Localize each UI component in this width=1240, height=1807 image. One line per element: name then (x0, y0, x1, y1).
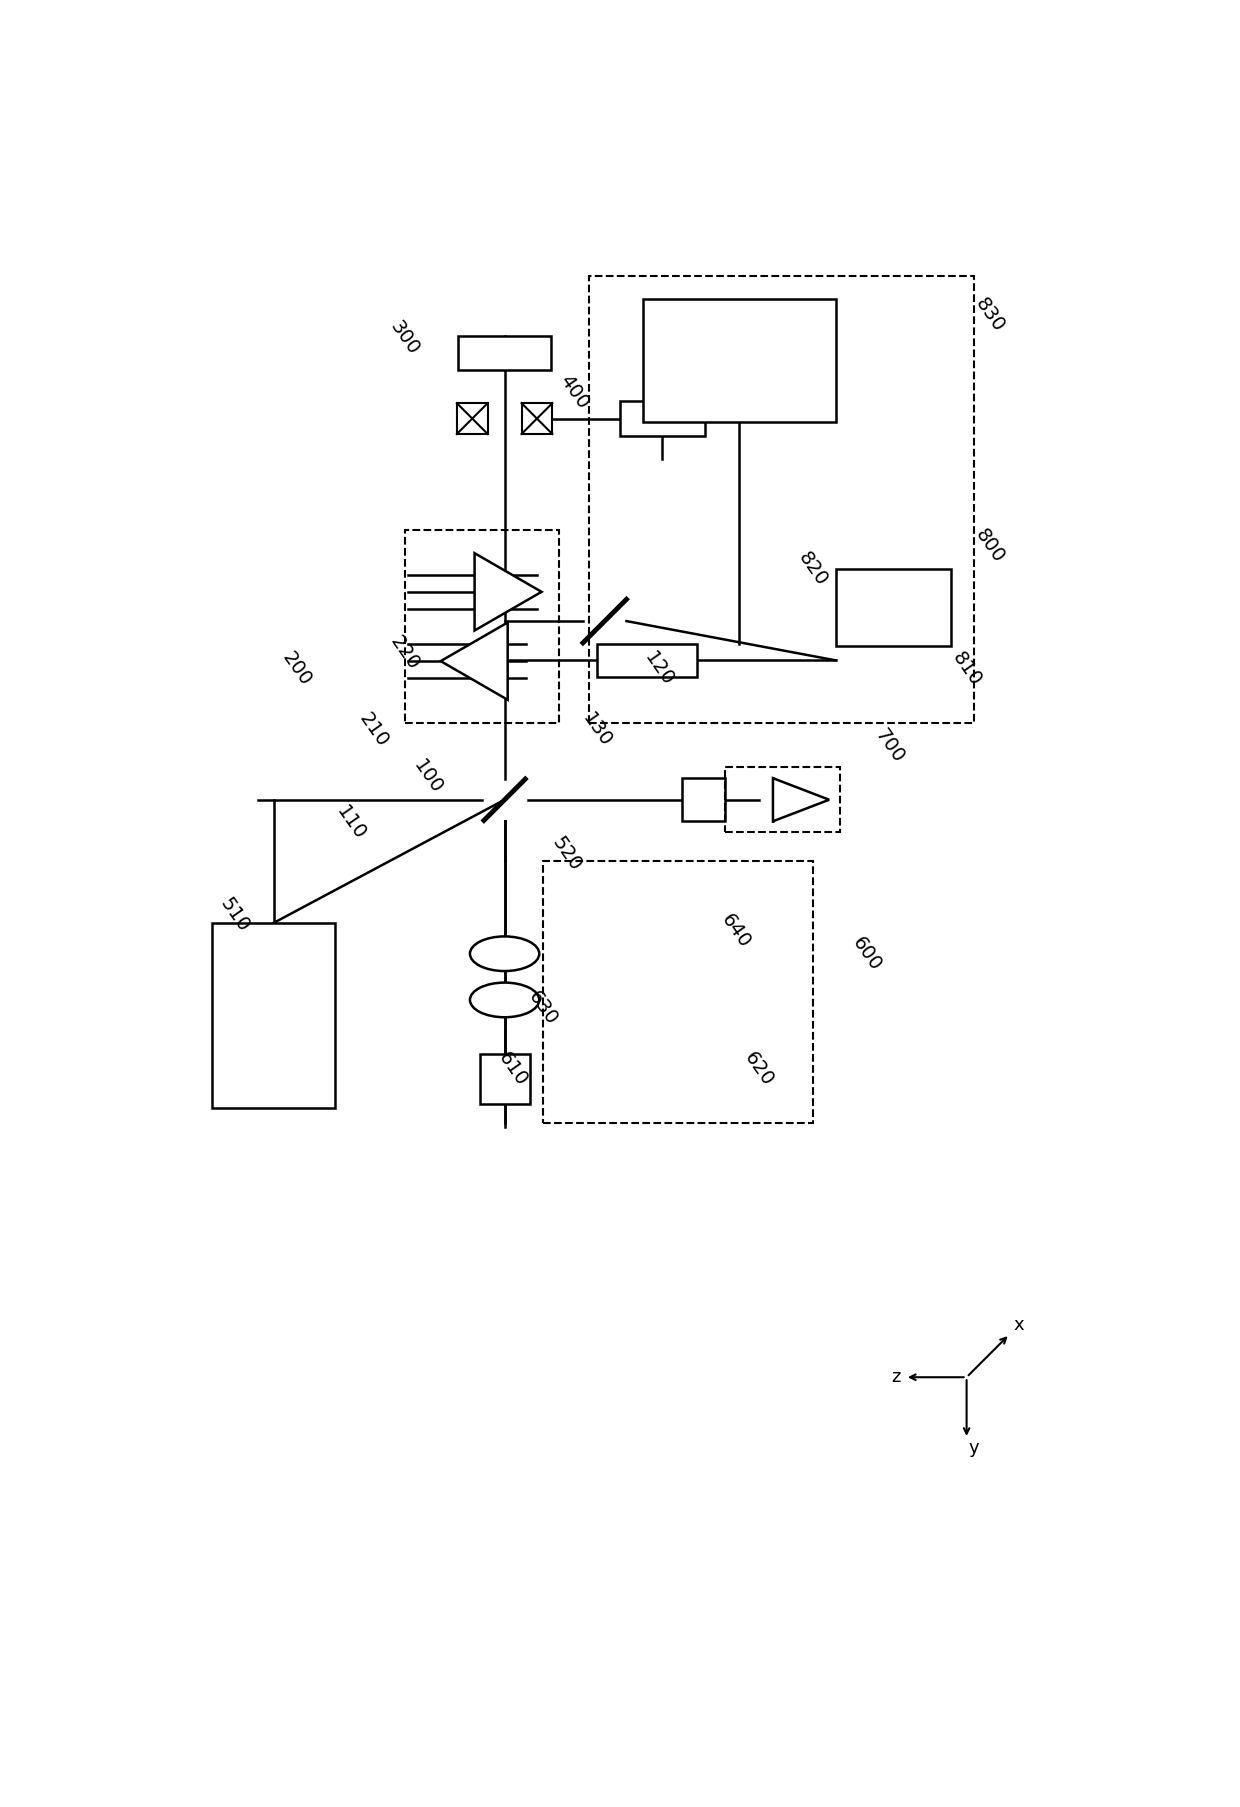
Text: 400: 400 (556, 370, 593, 412)
Text: 830: 830 (971, 295, 1008, 336)
Text: 810: 810 (949, 649, 985, 690)
Bar (480, 1053, 529, 1104)
Bar (543, 862, 812, 1124)
Bar (682, 779, 725, 822)
Text: 700: 700 (872, 725, 908, 766)
Polygon shape (475, 553, 542, 631)
Polygon shape (773, 779, 830, 822)
Text: 220: 220 (386, 632, 423, 674)
Text: 300: 300 (386, 318, 423, 358)
Bar (459, 336, 551, 370)
Text: y: y (968, 1438, 980, 1456)
Text: 210: 210 (356, 710, 392, 752)
Ellipse shape (470, 936, 539, 970)
Bar (212, 923, 335, 1108)
Ellipse shape (470, 983, 539, 1017)
Bar (725, 768, 841, 831)
Bar (522, 403, 552, 434)
Bar (589, 276, 975, 723)
Text: 610: 610 (494, 1048, 531, 1090)
Bar (404, 529, 558, 723)
Text: 110: 110 (332, 802, 370, 844)
Text: 640: 640 (717, 911, 754, 950)
Bar (836, 569, 951, 645)
Text: 510: 510 (217, 894, 253, 936)
Bar (620, 401, 704, 435)
Bar (456, 403, 487, 434)
Text: 130: 130 (579, 710, 615, 752)
Polygon shape (440, 622, 507, 699)
Text: z: z (892, 1368, 900, 1386)
Text: 600: 600 (848, 932, 885, 974)
Text: 120: 120 (640, 649, 677, 690)
Text: 800: 800 (971, 526, 1008, 566)
Text: x: x (1013, 1315, 1024, 1334)
Bar (596, 643, 697, 676)
Text: 820: 820 (794, 548, 831, 589)
Text: 200: 200 (278, 649, 315, 690)
Text: 520: 520 (548, 833, 584, 875)
Bar (644, 300, 836, 423)
Text: 630: 630 (525, 987, 562, 1028)
Text: 620: 620 (740, 1048, 777, 1090)
Text: 100: 100 (409, 755, 446, 797)
